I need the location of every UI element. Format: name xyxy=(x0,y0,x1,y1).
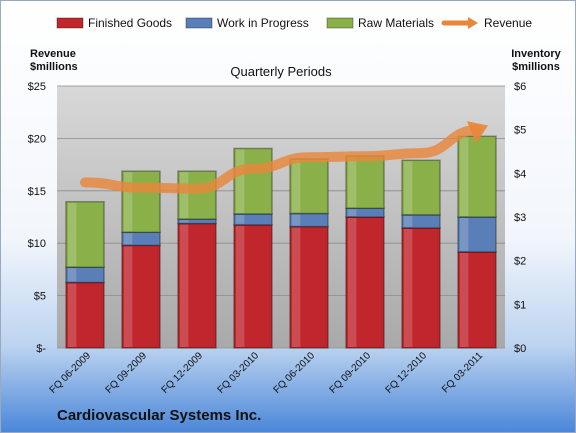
bar-finished-goods xyxy=(65,281,105,349)
left-tick-label: $15 xyxy=(28,186,46,198)
bar-work-in-progress-highlight xyxy=(291,214,301,226)
legend-label-finished-goods: Finished Goods xyxy=(88,16,172,30)
bar-raw-materials xyxy=(177,170,217,220)
bar-raw-materials-highlight xyxy=(235,149,245,213)
bar-raw-materials xyxy=(65,201,105,268)
right-axis-title-line2: $millions xyxy=(512,61,560,73)
bar-finished-goods xyxy=(457,251,497,349)
bar-finished-goods xyxy=(345,216,385,349)
bar-finished-goods-highlight xyxy=(459,252,469,347)
bar-finished-goods xyxy=(233,224,273,349)
right-tick-label: $1 xyxy=(514,299,526,311)
right-tick-label: $5 xyxy=(514,125,526,137)
bar-finished-goods-highlight xyxy=(179,224,189,347)
legend-swatch-raw-materials xyxy=(326,17,354,29)
bar-raw-materials-highlight xyxy=(459,137,469,216)
right-tick-label: $0 xyxy=(514,343,526,355)
right-axis-ticks: $0 $1 $2 $3 $4 $5 $6 xyxy=(514,81,526,355)
bar-raw-materials xyxy=(121,170,161,233)
legend-label-raw-materials: Raw Materials xyxy=(358,16,434,30)
revenue-line-path xyxy=(80,125,482,194)
right-tick-label: $2 xyxy=(514,256,526,268)
bar-raw-materials xyxy=(401,159,441,216)
left-tick-label: $- xyxy=(36,343,46,355)
right-tick-label: $6 xyxy=(514,81,526,93)
bars xyxy=(65,135,497,349)
left-tick-label: $5 xyxy=(34,291,46,303)
left-tick-label: $20 xyxy=(28,133,46,145)
left-tick-label: $10 xyxy=(28,238,46,250)
left-axis-title-line2: $millions xyxy=(30,61,78,73)
bar-finished-goods xyxy=(289,225,329,349)
bar-finished-goods-highlight xyxy=(67,283,77,347)
bar-work-in-progress-highlight xyxy=(403,215,413,227)
bar-work-in-progress-highlight xyxy=(123,233,133,245)
bar-raw-materials-highlight xyxy=(347,156,357,208)
bar-work-in-progress-highlight xyxy=(235,214,245,224)
bar-finished-goods-highlight xyxy=(123,246,133,347)
left-axis-ticks: $- $5 $10 $15 $20 $25 xyxy=(28,81,47,355)
left-tick-label: $25 xyxy=(28,81,46,93)
bar-work-in-progress xyxy=(457,216,497,253)
bar-raw-materials-highlight xyxy=(179,172,189,219)
bar-work-in-progress-highlight xyxy=(459,218,469,251)
bar-work-in-progress xyxy=(121,231,161,247)
right-tick-label: $3 xyxy=(514,212,526,224)
company-name: Cardiovascular Systems Inc. xyxy=(57,407,261,424)
bar-finished-goods xyxy=(121,244,161,349)
bar-raw-materials-highlight xyxy=(67,202,77,267)
revenue-line-arrowhead xyxy=(466,121,489,144)
bar-work-in-progress-highlight xyxy=(347,209,357,216)
legend-swatch-work-in-progress xyxy=(185,17,213,29)
bar-raw-materials xyxy=(457,135,497,218)
bar-work-in-progress-highlight xyxy=(67,268,77,282)
legend: Finished Goods Work in Progress Raw Materi… xyxy=(56,16,532,30)
bar-finished-goods-highlight xyxy=(291,227,301,347)
bar-raw-materials-highlight xyxy=(291,159,301,213)
bar-raw-materials-highlight xyxy=(403,161,413,214)
bar-finished-goods-highlight xyxy=(347,218,357,347)
bar-raw-materials-highlight xyxy=(123,172,133,232)
left-axis-title-line1: Revenue xyxy=(30,48,76,60)
legend-label-revenue: Revenue xyxy=(484,16,532,30)
legend-label-work-in-progress: Work in Progress xyxy=(217,16,309,30)
bar-raw-materials xyxy=(233,147,273,215)
bar-raw-materials xyxy=(289,158,329,215)
bar-work-in-progress xyxy=(177,218,217,225)
right-tick-label: $4 xyxy=(514,168,526,180)
bar-finished-goods-highlight xyxy=(403,228,413,347)
revenue-line xyxy=(80,121,489,194)
right-axis-title-line1: Inventory xyxy=(511,48,561,60)
legend-swatch-finished-goods xyxy=(56,17,84,29)
bar-work-in-progress-highlight xyxy=(179,220,189,223)
legend-arrow-revenue xyxy=(468,17,478,29)
chart-subtitle: Quarterly Periods xyxy=(230,64,332,79)
bar-finished-goods-highlight xyxy=(235,225,245,347)
